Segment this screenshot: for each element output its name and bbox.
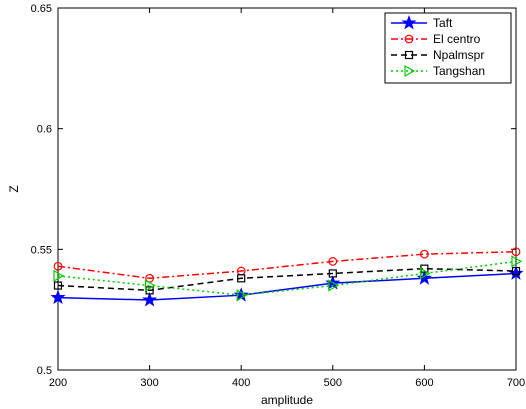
data-point xyxy=(53,261,63,271)
y-axis: 0.5 0.55 0.6 0.65 xyxy=(31,3,516,377)
series-line xyxy=(57,267,517,292)
y-tick-label: 0.6 xyxy=(37,124,52,136)
data-point xyxy=(142,292,158,307)
data-point xyxy=(145,279,156,292)
x-axis-label: amplitude xyxy=(261,393,313,407)
data-point xyxy=(419,267,431,280)
data-point xyxy=(416,270,432,285)
x-tick-label: 500 xyxy=(324,377,342,389)
x-tick-label: 200 xyxy=(49,377,67,389)
data-point xyxy=(237,274,246,283)
y-tick-label: 0.65 xyxy=(31,3,52,15)
data-point xyxy=(50,289,66,305)
series-line xyxy=(57,251,517,280)
legend-entry: El centro xyxy=(391,32,481,46)
data-point xyxy=(401,15,417,30)
data-point xyxy=(53,281,63,290)
legend-label: El centro xyxy=(433,32,481,46)
series-line xyxy=(57,260,517,296)
data-point xyxy=(511,247,521,257)
legend: Taft El centro Npalmspr Tangshan xyxy=(384,12,512,84)
x-tick-label: 600 xyxy=(415,377,433,389)
y-tick-label: 0.5 xyxy=(37,365,52,377)
x-tick-label: 400 xyxy=(232,377,250,389)
data-point xyxy=(404,64,416,78)
data-point xyxy=(328,279,340,292)
series-line xyxy=(57,272,517,301)
series-layer xyxy=(50,247,524,307)
legend-entry: Taft xyxy=(391,15,453,30)
x-tick-label: 700 xyxy=(507,377,525,389)
legend-entry: Tangshan xyxy=(391,64,485,78)
data-point xyxy=(404,50,414,60)
data-point xyxy=(328,257,338,266)
data-point xyxy=(236,289,248,302)
data-point xyxy=(511,266,521,276)
data-point xyxy=(404,34,414,44)
data-point xyxy=(420,249,429,259)
x-axis: 200 300 400 500 600 700 xyxy=(49,8,525,389)
legend-entry: Npalmspr xyxy=(391,48,484,62)
legend-label: Tangshan xyxy=(433,64,485,78)
data-point xyxy=(53,269,65,282)
y-axis-label: Z xyxy=(7,185,21,192)
series-el-centro xyxy=(53,247,521,283)
y-tick-label: 0.55 xyxy=(31,244,52,256)
data-point xyxy=(511,255,523,268)
legend-label: Npalmspr xyxy=(433,48,484,62)
x-tick-label: 300 xyxy=(140,377,158,389)
series-tangshan xyxy=(53,255,523,302)
data-point xyxy=(328,269,337,278)
legend-label: Taft xyxy=(433,16,453,30)
